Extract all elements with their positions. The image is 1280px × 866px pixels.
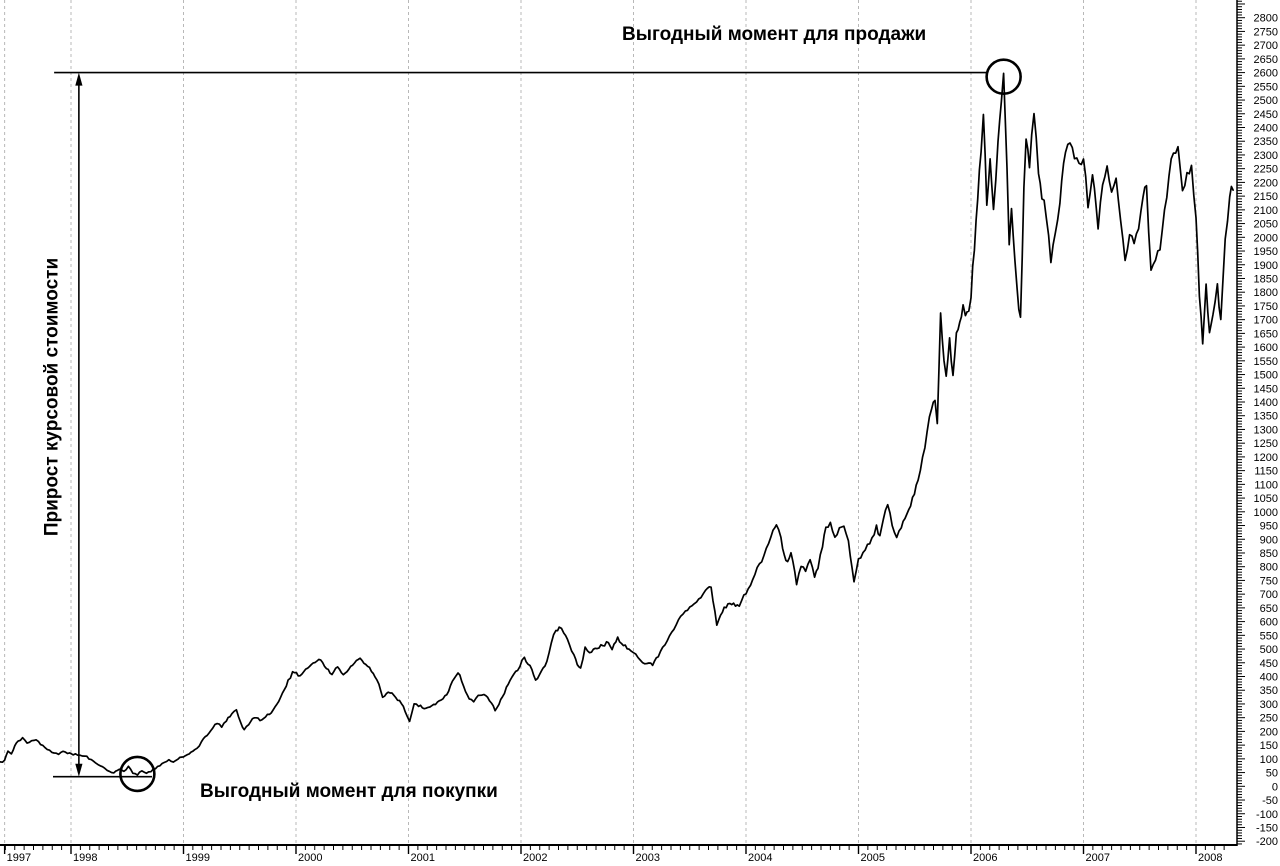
axis-tick-label: -200 xyxy=(1256,836,1278,848)
axis-tick-label: 2006 xyxy=(973,852,997,864)
axis-tick-label: 2003 xyxy=(636,852,660,864)
axis-tick-label: 850 xyxy=(1260,548,1278,560)
axis-tick-label: 2004 xyxy=(748,852,772,864)
axis-tick-label: 1997 xyxy=(7,852,31,864)
axis-tick-label: 2200 xyxy=(1254,177,1278,189)
axis-tick-label: 500 xyxy=(1260,644,1278,656)
axis-tick-label: 2001 xyxy=(411,852,435,864)
axis-tick-label: 50 xyxy=(1266,768,1278,780)
axis-tick-label: 1998 xyxy=(73,852,97,864)
axis-tick-label: 800 xyxy=(1260,562,1278,574)
axis-tick-label: 1250 xyxy=(1254,438,1278,450)
axis-tick-label: 1999 xyxy=(186,852,210,864)
axis-tick-label: 1000 xyxy=(1254,507,1278,519)
axis-tick-label: 2450 xyxy=(1254,109,1278,121)
sell-point-circle xyxy=(985,58,1022,96)
axis-tick-label: 2005 xyxy=(861,852,885,864)
axis-tick-label: 1050 xyxy=(1254,493,1278,505)
axis-tick-label: 2050 xyxy=(1254,219,1278,231)
axis-tick-label: 2350 xyxy=(1254,136,1278,148)
axis-tick-label: 950 xyxy=(1260,521,1278,533)
axis-tick-label: 1550 xyxy=(1254,356,1278,368)
axis-tick-label: 2750 xyxy=(1254,26,1278,38)
axis-tick-label: 350 xyxy=(1260,685,1278,697)
buy-annotation-label: Выгодный момент для покупки xyxy=(200,781,498,802)
axis-tick-label: 2600 xyxy=(1254,68,1278,80)
axis-tick-label: 1650 xyxy=(1254,328,1278,340)
axis-tick-label: 1500 xyxy=(1254,370,1278,382)
axis-tick-label: 250 xyxy=(1260,713,1278,725)
axis-tick-label: 600 xyxy=(1260,617,1278,629)
axis-tick-label: 2000 xyxy=(1254,232,1278,244)
axis-tick-label: 1950 xyxy=(1254,246,1278,258)
axis-tick-label: 2700 xyxy=(1254,40,1278,52)
buy-point-circle xyxy=(119,755,156,793)
axis-tick-label: 1450 xyxy=(1254,383,1278,395)
axis-tick-label: 2100 xyxy=(1254,205,1278,217)
axis-tick-label: 550 xyxy=(1260,630,1278,642)
axis-tick-label: 1700 xyxy=(1254,315,1278,327)
value-growth-axis-label: Прирост курсовой стоимости xyxy=(41,257,63,537)
axis-tick-label: 2650 xyxy=(1254,54,1278,66)
axis-tick-label: 2800 xyxy=(1254,13,1278,25)
axis-tick-label: 2150 xyxy=(1254,191,1278,203)
axis-tick-label: 2550 xyxy=(1254,81,1278,93)
axis-tick-label: 2300 xyxy=(1254,150,1278,162)
axis-tick-label: -150 xyxy=(1256,822,1278,834)
axis-tick-label: -100 xyxy=(1256,809,1278,821)
axis-tick-label: 2007 xyxy=(1086,852,1110,864)
axis-tick-label: 1100 xyxy=(1254,479,1278,491)
axis-tick-label: 1200 xyxy=(1254,452,1278,464)
axis-tick-label: 300 xyxy=(1260,699,1278,711)
axis-tick-label: 450 xyxy=(1260,658,1278,670)
axis-tick-label: 2002 xyxy=(523,852,547,864)
axis-tick-label: 1300 xyxy=(1254,424,1278,436)
axis-tick-label: 1150 xyxy=(1254,466,1278,478)
axis-tick-label: 2008 xyxy=(1198,852,1222,864)
axis-tick-label: 1750 xyxy=(1254,301,1278,313)
range-arrow-head-down xyxy=(75,763,83,777)
axis-tick-label: 700 xyxy=(1260,589,1278,601)
axis-tick-label: 2000 xyxy=(298,852,322,864)
axis-tick-label: 1900 xyxy=(1254,260,1278,272)
axis-tick-label: 200 xyxy=(1260,726,1278,738)
range-arrow-head-up xyxy=(75,72,83,86)
axis-tick-label: 650 xyxy=(1260,603,1278,615)
axis-tick-label: 1350 xyxy=(1254,411,1278,423)
axis-tick-label: 150 xyxy=(1260,740,1278,752)
axis-tick-label: 2400 xyxy=(1254,123,1278,135)
axis-tick-label: 750 xyxy=(1260,575,1278,587)
axis-tick-label: 2500 xyxy=(1254,95,1278,107)
price-line xyxy=(0,72,1234,776)
axis-tick-label: -50 xyxy=(1262,795,1278,807)
axis-tick-label: 1800 xyxy=(1254,287,1278,299)
axis-tick-label: 100 xyxy=(1260,754,1278,766)
axis-tick-label: 1600 xyxy=(1254,342,1278,354)
axis-tick-label: 900 xyxy=(1260,534,1278,546)
axis-tick-label: 0 xyxy=(1272,781,1278,793)
axis-tick-label: 1400 xyxy=(1254,397,1278,409)
axis-tick-label: 400 xyxy=(1260,672,1278,684)
sell-annotation-label: Выгодный момент для продажи xyxy=(622,24,927,45)
axis-tick-label: 1850 xyxy=(1254,273,1278,285)
axis-tick-label: 2250 xyxy=(1254,164,1278,176)
